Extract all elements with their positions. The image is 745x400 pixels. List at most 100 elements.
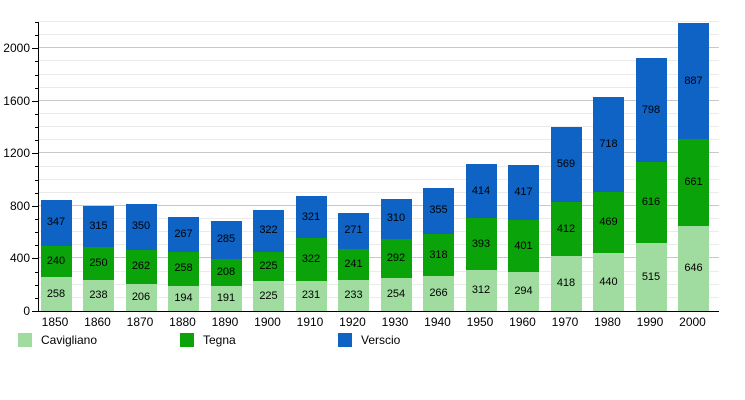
x-axis-label: 1980 bbox=[594, 315, 621, 329]
bar-value-label: 321 bbox=[301, 210, 321, 223]
bar-segment-cavigliano: 191 bbox=[210, 285, 242, 311]
y-axis-label: 0 bbox=[23, 304, 30, 318]
bar-segment-tegna: 318 bbox=[423, 234, 454, 277]
bar-value-label: 294 bbox=[514, 285, 533, 298]
bar-value-label: 225 bbox=[259, 289, 278, 302]
bar-segment-tegna: 250 bbox=[83, 246, 114, 280]
bar-1970: 418 412 569 bbox=[550, 127, 582, 311]
gridline bbox=[39, 34, 719, 36]
y-axis-label: 800 bbox=[9, 199, 30, 213]
x-axis-label: 1910 bbox=[296, 315, 324, 329]
bar-segment-verscio: 350 bbox=[125, 203, 157, 250]
bar-value-label: 250 bbox=[89, 256, 108, 269]
y-axis-tick bbox=[35, 35, 38, 36]
bar-value-label: 718 bbox=[599, 137, 618, 150]
x-axis-label: 1960 bbox=[509, 315, 536, 329]
gridline bbox=[39, 60, 719, 62]
bar-segment-verscio: 285 bbox=[210, 221, 242, 259]
y-axis-tick bbox=[35, 127, 38, 128]
gridline bbox=[39, 21, 719, 22]
bar-segment-cavigliano: 233 bbox=[338, 280, 369, 311]
legend-swatch-cavigliano bbox=[18, 333, 32, 347]
bar-value-label: 440 bbox=[599, 275, 618, 288]
bar-1930: 254 292 310 bbox=[380, 198, 412, 311]
bar-value-label: 887 bbox=[684, 74, 703, 87]
bar-value-label: 616 bbox=[641, 196, 661, 209]
bar-value-label: 262 bbox=[131, 260, 151, 273]
bar-value-label: 347 bbox=[46, 216, 66, 229]
bar-segment-cavigliano: 231 bbox=[295, 280, 327, 311]
legend-swatch-tegna bbox=[180, 333, 194, 347]
bar-segment-cavigliano: 294 bbox=[508, 272, 539, 311]
bar-value-label: 266 bbox=[429, 287, 448, 300]
bar-segment-tegna: 208 bbox=[210, 258, 242, 286]
bar-1910: 231 322 321 bbox=[295, 196, 327, 311]
legend-item-cavigliano: Cavigliano bbox=[18, 333, 97, 347]
bar-value-label: 412 bbox=[556, 222, 576, 235]
bar-segment-verscio: 798 bbox=[635, 57, 667, 163]
x-axis-label: 1970 bbox=[551, 315, 579, 329]
gridline bbox=[39, 283, 719, 285]
bar-segment-verscio: 271 bbox=[338, 213, 369, 249]
bar-1880: 194 258 267 bbox=[168, 216, 199, 311]
bar-segment-verscio: 569 bbox=[550, 127, 582, 202]
bar-value-label: 225 bbox=[259, 260, 278, 273]
bar-value-label: 231 bbox=[301, 289, 321, 302]
gridline bbox=[39, 139, 719, 141]
y-axis-tick bbox=[35, 61, 38, 62]
bar-value-label: 417 bbox=[514, 185, 533, 198]
y-axis-tick bbox=[32, 101, 38, 102]
bar-value-label: 350 bbox=[131, 220, 151, 233]
bar-segment-cavigliano: 418 bbox=[550, 256, 582, 311]
legend-label: Verscio bbox=[361, 333, 401, 347]
bar-value-label: 241 bbox=[344, 258, 363, 271]
gridline bbox=[39, 244, 719, 246]
y-axis-tick bbox=[35, 180, 38, 181]
gridline bbox=[39, 112, 719, 114]
bar-1870: 206 262 350 bbox=[125, 203, 157, 311]
gridline bbox=[39, 191, 719, 193]
bar-segment-tegna: 241 bbox=[338, 248, 369, 281]
legend-label: Cavigliano bbox=[41, 333, 98, 347]
bar-value-label: 194 bbox=[174, 291, 193, 304]
bar-segment-cavigliano: 206 bbox=[125, 283, 157, 311]
bar-1960: 294 401 417 bbox=[508, 164, 539, 311]
bar-value-label: 267 bbox=[174, 227, 193, 240]
bar-1900: 225 225 322 bbox=[253, 209, 284, 311]
gridline bbox=[39, 257, 719, 259]
x-axis-label: 1920 bbox=[339, 315, 366, 329]
bar-1890: 191 208 285 bbox=[210, 221, 242, 311]
bar-value-label: 208 bbox=[216, 265, 236, 278]
x-axis-label: 1950 bbox=[466, 315, 494, 329]
y-axis-label: 400 bbox=[9, 251, 30, 265]
bar-segment-cavigliano: 440 bbox=[593, 253, 624, 311]
y-axis-tick bbox=[35, 285, 38, 286]
x-axis-label: 1880 bbox=[169, 315, 196, 329]
bar-segment-tegna: 262 bbox=[125, 249, 157, 284]
x-axis-label: 1900 bbox=[254, 315, 281, 329]
y-axis-tick bbox=[35, 193, 38, 194]
gridline bbox=[39, 296, 719, 298]
bar-segment-tegna: 401 bbox=[508, 219, 539, 273]
y-axis-label: 1600 bbox=[3, 94, 30, 108]
bar-value-label: 254 bbox=[386, 287, 406, 300]
gridline bbox=[39, 231, 719, 233]
legend-item-tegna: Tegna bbox=[180, 333, 236, 347]
bar-segment-verscio: 321 bbox=[295, 196, 327, 239]
bar-segment-tegna: 469 bbox=[593, 191, 624, 254]
bar-segment-tegna: 393 bbox=[465, 218, 497, 271]
y-axis-tick bbox=[32, 153, 38, 154]
gridline bbox=[39, 73, 719, 75]
bar-segment-tegna: 322 bbox=[295, 238, 327, 281]
bar-value-label: 414 bbox=[471, 184, 491, 197]
bar-segment-verscio: 322 bbox=[253, 209, 284, 252]
bar-value-label: 469 bbox=[599, 215, 618, 228]
bar-value-label: 191 bbox=[216, 291, 236, 304]
gridline bbox=[39, 99, 719, 101]
bar-segment-tegna: 225 bbox=[253, 251, 284, 282]
legend-item-verscio: Verscio bbox=[338, 333, 400, 347]
bar-value-label: 258 bbox=[46, 287, 66, 300]
bar-value-label: 318 bbox=[429, 248, 448, 261]
bar-1990: 515 616 798 bbox=[635, 57, 667, 311]
